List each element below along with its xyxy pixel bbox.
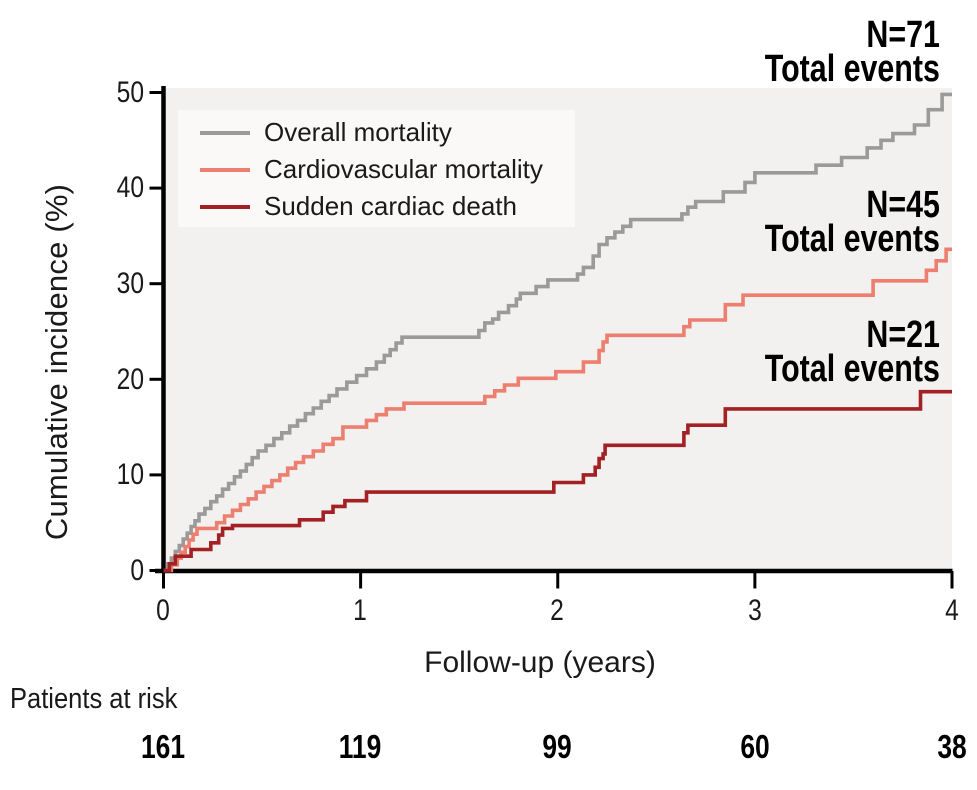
- annotation-sudden-death-events: N=21 Total events: [764, 314, 940, 390]
- legend-item-cardiovascular-mortality: Cardiovascular mortality: [200, 151, 575, 188]
- y-tick-label: 30: [116, 267, 144, 300]
- annotation-overall-events: N=71 Total events: [764, 14, 940, 90]
- overall-mortality-line-swatch: [200, 130, 250, 135]
- annotation-caption: Total events: [764, 48, 940, 90]
- overall-mortality-curve: [163, 92, 952, 573]
- annotation-caption: Total events: [764, 218, 940, 260]
- y-tick-label: 10: [116, 458, 144, 491]
- y-tick-label: 20: [116, 363, 144, 396]
- legend: Overall mortality Cardiovascular mortali…: [178, 110, 575, 227]
- x-tick-label: 3: [748, 594, 762, 627]
- annotation-caption: Total events: [764, 348, 940, 390]
- x-tick-label: 1: [353, 594, 367, 627]
- cardiovascular-mortality-curve: [163, 247, 952, 573]
- legend-label: Cardiovascular mortality: [264, 154, 543, 184]
- sudden-cardiac-death-curve: [163, 389, 952, 573]
- annotation-n-value: N=71: [866, 14, 940, 56]
- patients-at-risk-count: 38: [937, 728, 967, 765]
- x-tick-label: 4: [945, 594, 959, 627]
- annotation-n-value: N=45: [866, 184, 940, 226]
- legend-label: Sudden cardiac death: [264, 191, 517, 221]
- x-tick-label: 0: [156, 594, 170, 627]
- annotation-n-value: N=21: [866, 314, 940, 356]
- annotation-cardiovascular-events: N=45 Total events: [764, 184, 940, 260]
- cardiovascular-mortality-line-swatch: [200, 167, 250, 172]
- patients-at-risk-count: 60: [740, 728, 770, 765]
- patients-at-risk-count: 161: [140, 728, 186, 765]
- y-axis-title: Cumulative incidence (%): [39, 183, 74, 541]
- legend-label: Overall mortality: [264, 117, 452, 147]
- x-tick-label: 2: [550, 594, 564, 627]
- x-axis-title: Follow-up (years): [424, 646, 656, 679]
- patients-at-risk-label: Patients at risk: [10, 683, 178, 715]
- y-tick-label: 0: [130, 554, 144, 587]
- y-tick-label: 50: [116, 76, 144, 109]
- legend-item-sudden-cardiac-death: Sudden cardiac death: [200, 188, 575, 225]
- patients-at-risk-count: 119: [338, 728, 382, 765]
- legend-item-overall-mortality: Overall mortality: [200, 114, 575, 151]
- patients-at-risk-count: 99: [542, 728, 572, 765]
- sudden-cardiac-death-line-swatch: [200, 204, 250, 209]
- y-tick-label: 40: [116, 171, 144, 204]
